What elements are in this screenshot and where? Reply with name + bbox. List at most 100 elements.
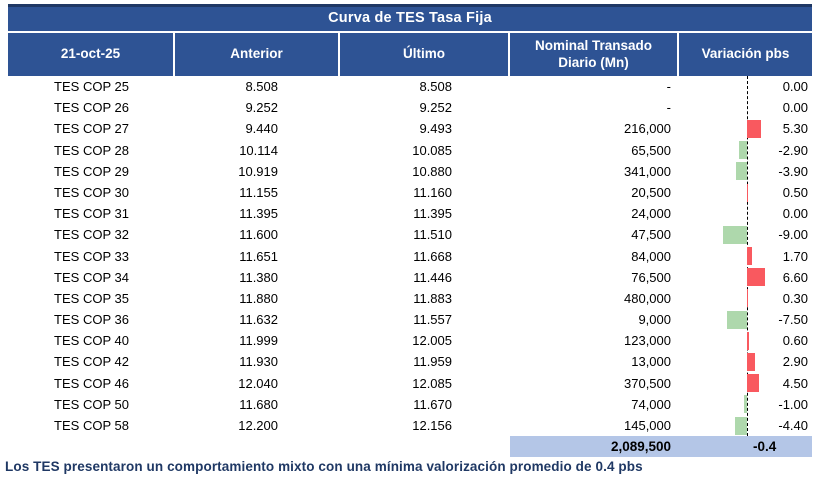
nominal-value: 370,500 [624, 375, 671, 391]
total-variacion-value: -0.4 [679, 436, 812, 458]
variacion-cell: -2.90 [679, 140, 812, 161]
anterior-value: 11.395 [239, 206, 278, 222]
variacion-bar [747, 374, 760, 393]
table-row: TES COP 34 11.380 11.446 76,500 6.60 [8, 267, 812, 288]
variacion-value: 6.60 [782, 269, 808, 285]
anterior-value: 10.114 [239, 142, 278, 158]
table-row: TES COP 40 11.999 12.005 123,000 0.60 [8, 330, 812, 351]
anterior-value: 11.680 [239, 396, 278, 412]
bond-name: TES COP 40 [54, 333, 129, 349]
variacion-bar [735, 416, 747, 435]
table-rows: TES COP 25 8.508 8.508 - 0.00 TES COP 26… [8, 76, 812, 436]
table-row: TES COP 25 8.508 8.508 - 0.00 [8, 76, 812, 97]
header-cell-nominal: Nominal Transado Diario (Mn) [510, 33, 679, 76]
variacion-bar [747, 353, 755, 372]
variacion-cell: 5.30 [679, 118, 812, 139]
summary-note: Los TES presentaron un comportamiento mi… [5, 459, 643, 474]
table-row: TES COP 31 11.395 11.395 24,000 0.00 [8, 203, 812, 224]
table-row: TES COP 29 10.919 10.880 341,000 -3.90 [8, 161, 812, 182]
table-row: TES COP 50 11.680 11.670 74,000 -1.00 [8, 394, 812, 415]
variacion-bar [747, 268, 765, 287]
ultimo-value: 10.880 [412, 163, 452, 179]
nominal-value: 76,500 [631, 269, 671, 285]
bond-name: TES COP 26 [54, 100, 129, 116]
nominal-value: 47,500 [631, 227, 671, 243]
variacion-cell: 0.00 [679, 76, 812, 97]
anterior-value: 11.155 [239, 184, 278, 200]
variacion-value: 0.60 [782, 333, 808, 349]
ultimo-value: 12.005 [412, 333, 452, 349]
ultimo-value: 11.395 [413, 206, 452, 222]
variacion-bar [722, 225, 747, 244]
anterior-value: 11.999 [239, 333, 278, 349]
variacion-cell: 6.60 [679, 267, 812, 288]
variacion-value: 0.00 [782, 100, 808, 116]
variacion-cell: -3.90 [679, 161, 812, 182]
table-row: TES COP 35 11.880 11.883 480,000 0.30 [8, 288, 812, 309]
ultimo-value: 11.883 [413, 290, 452, 306]
variacion-value: 4.50 [782, 375, 808, 391]
anterior-value: 11.380 [239, 269, 278, 285]
table-row: TES COP 33 11.651 11.668 84,000 1.70 [8, 246, 812, 267]
tes-rate-table: Curva de TES Tasa Fija 21-oct-25 Anterio… [8, 4, 812, 458]
nominal-value: 84,000 [631, 248, 671, 264]
variacion-cell: 4.50 [679, 373, 812, 394]
ultimo-value: 11.557 [413, 312, 452, 328]
variacion-cell: -4.40 [679, 415, 812, 436]
anterior-value: 12.200 [238, 418, 278, 433]
total-row-spacer [8, 436, 510, 457]
table-row: TES COP 30 11.155 11.160 20,500 0.50 [8, 182, 812, 203]
ultimo-value: 11.160 [413, 184, 452, 200]
variacion-cell: 0.00 [679, 203, 812, 224]
bond-name: TES COP 35 [54, 290, 129, 306]
table-row: TES COP 27 9.440 9.493 216,000 5.30 [8, 118, 812, 139]
variacion-value: -4.40 [778, 418, 808, 433]
bond-name: TES COP 58 [54, 418, 129, 433]
table-row: TES COP 46 12.040 12.085 370,500 4.50 [8, 373, 812, 394]
anterior-value: 9.440 [245, 121, 278, 137]
variacion-cell: -1.00 [679, 394, 812, 415]
header-cell-nominal-label: Nominal Transado Diario (Mn) [534, 37, 653, 70]
header-cell-anterior: Anterior [175, 33, 340, 76]
anterior-value: 11.600 [239, 227, 278, 243]
variacion-value: 2.90 [782, 354, 808, 370]
variacion-value: -1.00 [778, 396, 808, 412]
ultimo-value: 8.508 [419, 79, 452, 94]
bond-name: TES COP 50 [54, 396, 129, 412]
variacion-value: -7.50 [778, 312, 808, 328]
variacion-value: 0.50 [782, 184, 808, 200]
bond-name: TES COP 33 [54, 248, 129, 264]
variacion-cell: 0.60 [679, 330, 812, 351]
nominal-value: - [666, 79, 671, 94]
anterior-value: 8.508 [245, 79, 278, 94]
variacion-bar [747, 247, 752, 266]
bond-name: TES COP 27 [54, 121, 129, 137]
variacion-bar [747, 119, 762, 138]
table-row: TES COP 26 9.252 9.252 - 0.00 [8, 97, 812, 118]
variacion-cell: -9.00 [679, 224, 812, 245]
variacion-value: -9.00 [778, 227, 808, 243]
ultimo-value: 11.670 [413, 396, 452, 412]
variacion-cell: 1.70 [679, 246, 812, 267]
ultimo-value: 11.668 [413, 248, 452, 264]
ultimo-value: 11.959 [413, 354, 452, 370]
variacion-cell: 0.50 [679, 182, 812, 203]
anterior-value: 11.651 [239, 248, 278, 264]
variacion-bar [747, 289, 748, 308]
total-row: 2,089,500 -0.4 [8, 436, 812, 458]
anterior-value: 11.880 [239, 290, 278, 306]
header-cell-date: 21-oct-25 [8, 33, 175, 76]
bond-name: TES COP 30 [54, 184, 129, 200]
nominal-value: 20,500 [631, 184, 671, 200]
anterior-value: 10.919 [238, 163, 278, 179]
nominal-value: 74,000 [631, 396, 671, 412]
nominal-value: 65,500 [631, 142, 671, 158]
bond-name: TES COP 28 [54, 142, 129, 158]
variacion-cell: 0.30 [679, 288, 812, 309]
nominal-value: 216,000 [624, 121, 671, 137]
ultimo-value: 9.252 [419, 100, 452, 116]
variacion-value: 0.00 [782, 79, 808, 94]
nominal-value: 13,000 [631, 354, 671, 370]
bond-name: TES COP 29 [54, 163, 129, 179]
anterior-value: 9.252 [245, 100, 278, 116]
